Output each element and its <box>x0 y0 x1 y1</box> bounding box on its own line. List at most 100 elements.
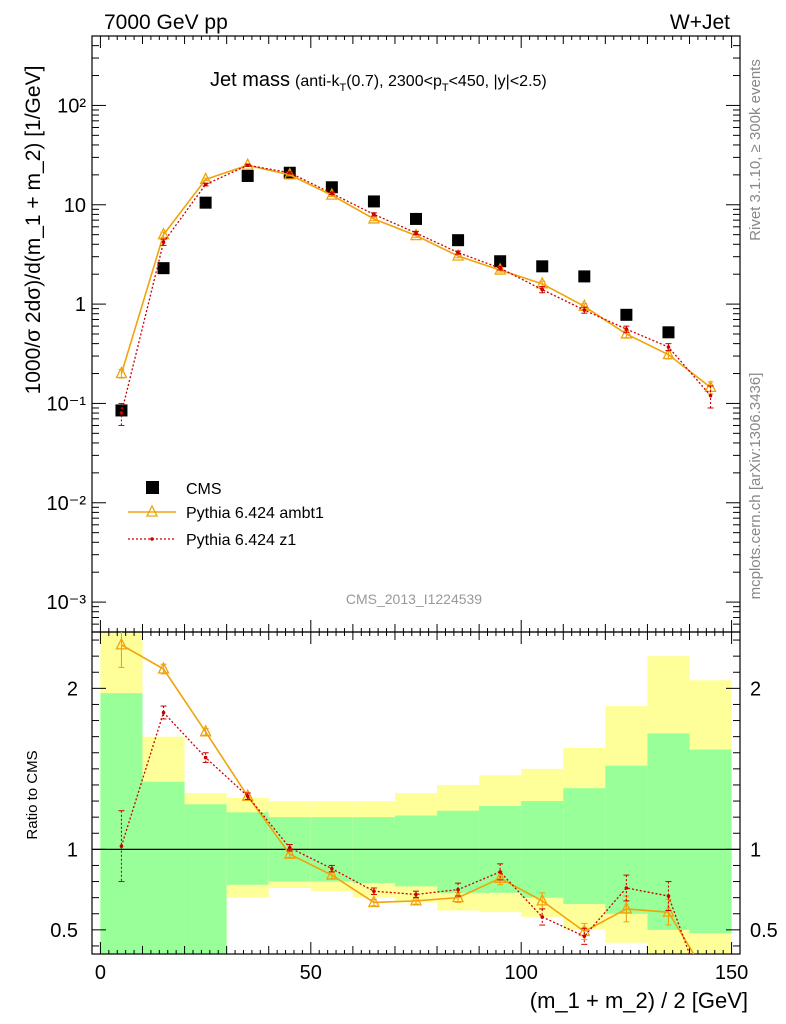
x-tick-label: 50 <box>300 962 322 984</box>
main-point-z1 <box>666 345 671 349</box>
main-point-cms <box>115 404 128 417</box>
main-point-ambt1 <box>452 248 465 261</box>
legend-marker-cms <box>146 481 159 494</box>
main-point-cms <box>157 262 170 275</box>
main-point-z1 <box>203 182 208 187</box>
legend: CMS Pythia 6.424 ambt1 Pythia 6.424 z1 <box>128 481 324 549</box>
main-point-cms <box>367 195 380 208</box>
ratio-point-ambt1 <box>409 893 423 906</box>
main-point-ambt1 <box>494 262 507 275</box>
ratio-point-z1 <box>582 934 587 939</box>
band-inner <box>689 749 732 934</box>
ratio-point-z1 <box>161 710 166 715</box>
y-tick-label-main: 10⁻¹ <box>47 393 87 415</box>
main-point-z1 <box>287 170 292 175</box>
main-point-ambt1 <box>115 366 128 379</box>
plot-title-sub-a: T <box>339 82 346 94</box>
ratio-point-ambt1 <box>199 724 212 737</box>
main-point-z1 <box>624 327 629 331</box>
ratio-point-ambt1 <box>494 870 507 883</box>
band-inner <box>563 788 606 905</box>
main-point-z1 <box>372 212 376 217</box>
ratio-point-ambt1 <box>367 895 380 908</box>
axis-ticks: 0 50 100 150 10⁻³ 10⁻² 10⁻¹ 1 10 10² 0.5 0.5 1 1 2 2 <box>47 35 778 984</box>
main-point-ambt1 <box>367 211 380 224</box>
ratio-point-z1 <box>119 844 124 848</box>
ratio-point-z1 <box>287 845 292 850</box>
main-y-axis-label: 1000/σ 2dσ)/d(m_1 + m_2) [1/GeV] <box>22 66 45 395</box>
x-tick-label: 150 <box>715 962 748 984</box>
ratio-point-ambt1 <box>536 893 549 906</box>
header-right: W+Jet <box>670 11 730 34</box>
x-tick-label: 100 <box>505 962 538 984</box>
main-point-ambt1 <box>620 326 633 339</box>
main-point-z1 <box>498 266 502 270</box>
main-point-z1 <box>330 191 334 196</box>
ratio-point-ambt1 <box>662 904 675 917</box>
ratio-point-ambt1 <box>325 867 338 880</box>
plot-title-sub-b: T <box>442 82 449 94</box>
y-tick-label-ratio-left: 0.5 <box>50 920 78 942</box>
legend-marker-ambt1 <box>145 504 159 517</box>
main-point-cms <box>620 308 633 321</box>
legend-marker-z1 <box>150 537 154 541</box>
y-tick-label-main: 10² <box>57 95 86 117</box>
main-point-cms <box>578 270 591 283</box>
band-inner <box>437 810 480 893</box>
y-tick-label-ratio-right: 1 <box>750 839 761 861</box>
main-point-cms <box>410 212 422 225</box>
ratio-point-z1 <box>498 870 502 874</box>
main-point-z1 <box>456 250 460 255</box>
main-point-ambt1 <box>662 347 675 360</box>
header-left: 7000 GeV pp <box>104 11 228 34</box>
x-axis-label: (m_1 + m_2) / 2 [GeV] <box>530 988 748 1013</box>
analysis-id: CMS_2013_I1224539 <box>346 591 482 607</box>
mcplots-label: mcplots.cern.ch [arXiv:1306.3436] <box>747 373 764 600</box>
main-point-cms <box>494 255 507 268</box>
legend-label-ambt1: Pythia 6.424 ambt1 <box>186 505 324 522</box>
y-tick-label-main: 10⁻² <box>47 493 87 515</box>
main-point-z1 <box>119 411 124 415</box>
band-inner <box>352 817 395 884</box>
ratio-line-ambt1-offscale <box>667 911 695 954</box>
main-point-cms <box>325 181 338 194</box>
band-inner <box>142 781 185 954</box>
main-point-cms <box>241 169 254 182</box>
y-tick-label-main: 10 <box>64 195 86 217</box>
main-point-z1 <box>161 240 166 244</box>
y-tick-label-ratio-left: 2 <box>67 678 78 700</box>
main-point-cms <box>705 648 717 660</box>
plot-title-detail-c: <450, |y|<2.5) <box>449 73 547 90</box>
rivet-label: Rivet 3.1.10, ≥ 300k events <box>747 59 764 241</box>
main-point-ambt1 <box>157 227 170 240</box>
x-tick-label: 0 <box>95 962 106 984</box>
ratio-point-z1 <box>624 886 629 890</box>
ratio-point-ambt1 <box>157 661 170 674</box>
ratio-plot-frame <box>91 631 741 955</box>
ratio-point-z1 <box>203 755 208 760</box>
ratio-point-ambt1 <box>620 901 633 914</box>
ratio-point-z1 <box>372 889 376 894</box>
ratio-point-z1 <box>245 794 250 799</box>
main-point-cms <box>536 260 549 273</box>
ratio-point-ambt1 <box>283 846 296 859</box>
band-inner <box>226 812 269 885</box>
main-point-cms <box>199 196 212 209</box>
ratio-line-ambt1 <box>121 644 669 933</box>
ratio-point-ambt1 <box>241 788 254 801</box>
ratio-point-z1 <box>330 866 334 871</box>
main-point-z1 <box>708 393 713 398</box>
legend-label-z1: Pythia 6.424 z1 <box>186 532 296 549</box>
y-tick-label-ratio-right: 0.5 <box>750 920 778 942</box>
band-inner <box>394 815 438 887</box>
ratio-point-ambt1 <box>115 637 128 650</box>
plot-title-detail-b: (0.7), 2300<p <box>346 73 442 90</box>
ratio-plot-marks <box>115 632 695 954</box>
ratio-line-z1 <box>120 711 669 938</box>
y-tick-label-ratio-right: 2 <box>750 678 761 700</box>
main-plot-marks <box>115 157 717 660</box>
legend-label-cms: CMS <box>186 481 222 498</box>
main-point-cms <box>662 326 675 339</box>
main-point-z1 <box>582 308 587 312</box>
